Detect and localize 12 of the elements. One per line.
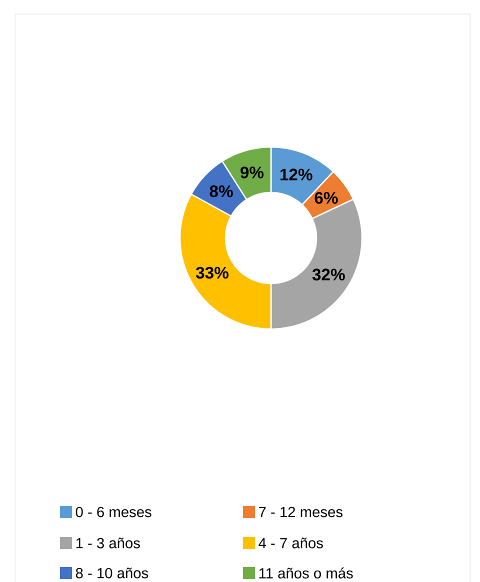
data-label: 33%	[196, 266, 228, 279]
legend-label: 4 - 7 años	[258, 538, 323, 548]
data-label: 9%	[240, 166, 264, 178]
legend-label: 1 - 3 años	[76, 538, 140, 548]
data-label: 8%	[210, 185, 233, 198]
data-label: 12%	[280, 168, 312, 180]
legend-label: 0 - 6 meses	[76, 506, 152, 518]
data-label: 32%	[312, 268, 345, 280]
legend-label: 8 - 10 años	[76, 568, 148, 578]
legend-label: 7 - 12 meses	[259, 506, 342, 518]
legend-label: 11 años o más	[259, 568, 353, 578]
data-label: 6%	[314, 192, 338, 204]
